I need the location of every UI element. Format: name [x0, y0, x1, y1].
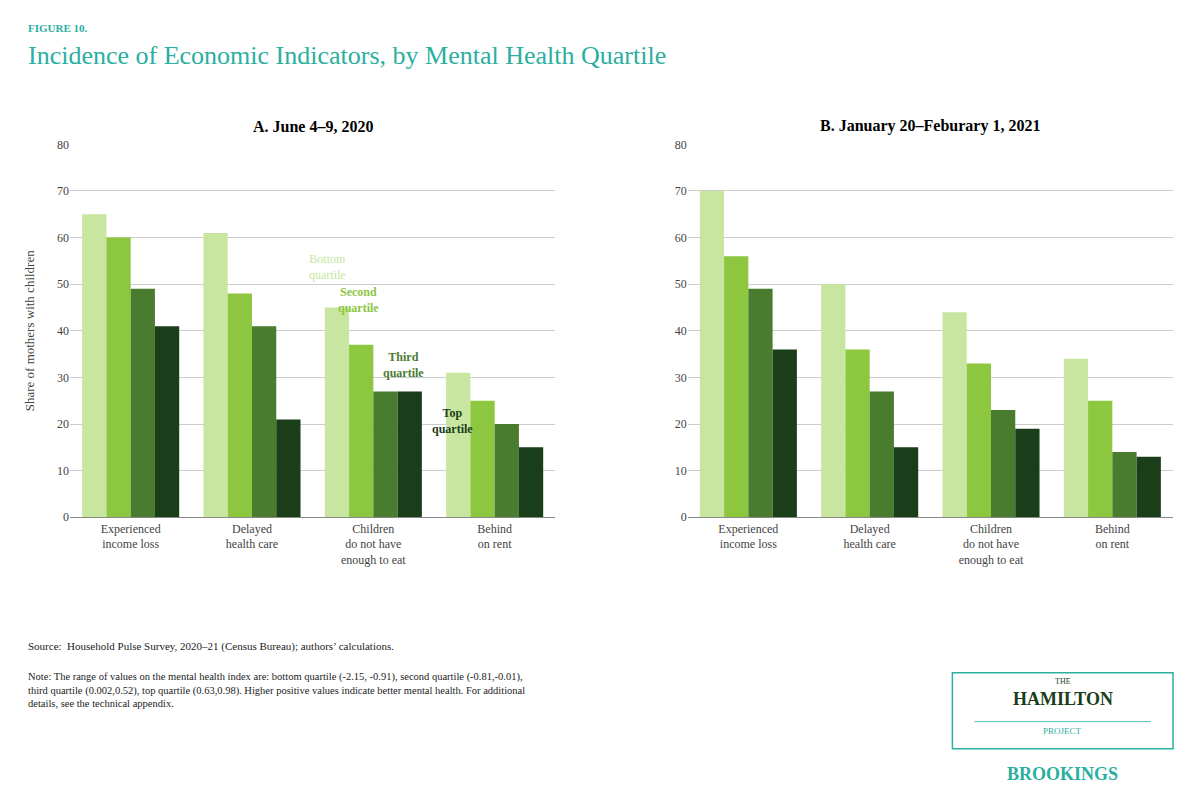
- svg-text:40: 40: [675, 324, 687, 338]
- svg-text:0: 0: [63, 510, 69, 524]
- svg-text:10: 10: [57, 464, 69, 478]
- svg-text:Bottomquartile: Bottomquartile: [309, 252, 346, 282]
- svg-text:50: 50: [57, 277, 69, 291]
- svg-text:Behindon rent: Behindon rent: [477, 522, 512, 552]
- svg-text:A. June 4–9, 2020: A. June 4–9, 2020: [253, 118, 373, 135]
- svg-text:20: 20: [675, 417, 687, 431]
- svg-text:Experiencedincome loss: Experiencedincome loss: [718, 522, 778, 552]
- svg-text:20: 20: [57, 417, 69, 431]
- svg-text:Note: The range of values on t: Note: The range of values on the mental …: [28, 671, 525, 709]
- svg-text:Thirdquartile: Thirdquartile: [383, 350, 424, 380]
- svg-text:PROJECT: PROJECT: [1043, 726, 1082, 736]
- svg-text:Share of mothers with children: Share of mothers with children: [22, 250, 37, 412]
- svg-text:B. January 20–Feburary 1, 2021: B. January 20–Feburary 1, 2021: [820, 117, 1040, 135]
- svg-text:40: 40: [57, 324, 69, 338]
- svg-text:Topquartile: Topquartile: [432, 406, 473, 436]
- svg-text:BROOKINGS: BROOKINGS: [1007, 764, 1118, 784]
- svg-text:80: 80: [57, 138, 69, 152]
- svg-text:80: 80: [675, 138, 687, 152]
- svg-text:Secondquartile: Secondquartile: [338, 285, 379, 315]
- svg-text:Behindon rent: Behindon rent: [1095, 522, 1130, 552]
- svg-text:10: 10: [675, 464, 687, 478]
- svg-text:HAMILTON: HAMILTON: [1013, 689, 1113, 709]
- svg-text:THE: THE: [1055, 677, 1071, 686]
- svg-text:30: 30: [675, 371, 687, 385]
- svg-text:70: 70: [675, 184, 687, 198]
- svg-text:FIGURE 10.: FIGURE 10.: [28, 22, 88, 34]
- svg-text:Delayedhealth care: Delayedhealth care: [844, 522, 896, 552]
- svg-text:Source: Household Pulse Surve: Source: Household Pulse Survey, 2020–21 …: [28, 640, 394, 653]
- svg-text:Incidence of Economic Indicato: Incidence of Economic Indicators, by Men…: [28, 41, 666, 70]
- svg-text:50: 50: [675, 277, 687, 291]
- svg-text:60: 60: [57, 231, 69, 245]
- svg-text:Childrendo not haveenough to e: Childrendo not haveenough to eat: [959, 522, 1024, 567]
- svg-text:70: 70: [57, 184, 69, 198]
- svg-text:60: 60: [675, 231, 687, 245]
- svg-text:30: 30: [57, 371, 69, 385]
- svg-text:Experiencedincome loss: Experiencedincome loss: [101, 522, 161, 552]
- svg-text:0: 0: [681, 510, 687, 524]
- svg-text:Delayedhealth care: Delayedhealth care: [226, 522, 278, 552]
- svg-text:Childrendo not haveenough to e: Childrendo not haveenough to eat: [341, 522, 406, 567]
